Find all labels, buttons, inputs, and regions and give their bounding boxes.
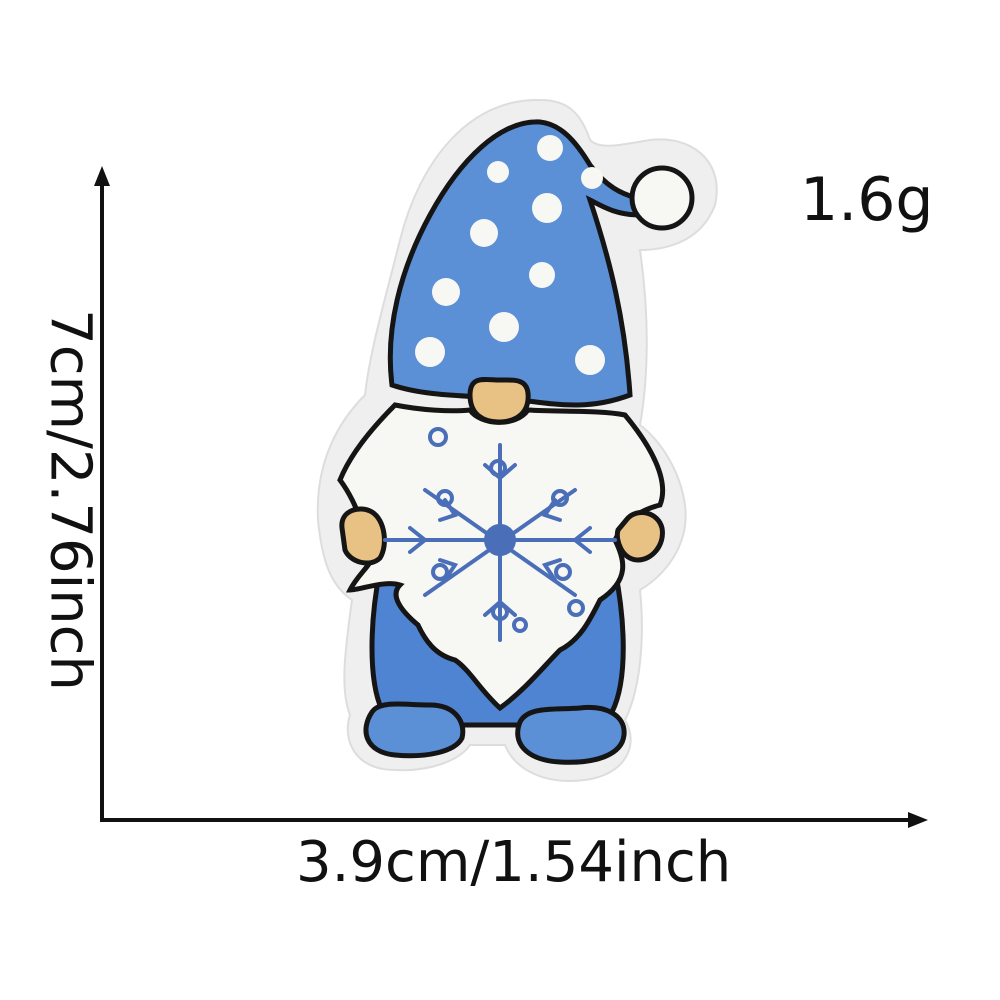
arrow-right-icon: [100, 812, 928, 828]
width-dimension-label: 3.9cm/1.54inch: [296, 830, 732, 895]
gnome-right-hand: [614, 510, 665, 563]
snowflake-icon: [383, 427, 617, 642]
height-dimension-label: 7cm/2.76inch: [37, 309, 103, 691]
gnome-right-boot: [515, 704, 627, 765]
gnome-hat-pompom: [629, 165, 695, 231]
hat-polka-dots: [415, 135, 605, 375]
gnome-left-hand: [339, 506, 387, 566]
arrow-up-icon: [94, 166, 110, 820]
weight-label: 1.6g: [800, 165, 934, 235]
gnome-left-boot: [363, 701, 466, 759]
